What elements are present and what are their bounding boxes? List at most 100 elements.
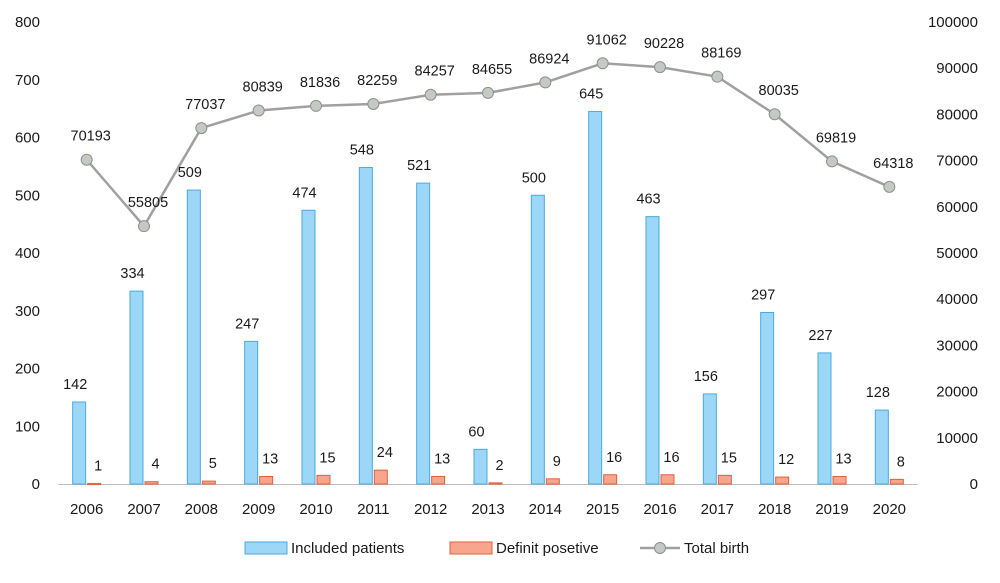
data-label-total-birth: 70193 [71,129,111,145]
data-label-definit-posetive: 24 [377,445,393,461]
data-label-definit-posetive: 9 [553,454,561,470]
bar-included-patients [416,182,431,485]
point-total-birth [654,61,666,74]
data-label-included-patients: 521 [407,158,431,174]
y-right-tick-label: 100000 [928,14,978,31]
point-total-birth [252,104,265,117]
bar-definit-posetive [717,474,732,485]
bar-definit-posetive [545,478,560,485]
bar-definit-posetive [259,475,274,485]
data-label-included-patients: 645 [579,87,603,103]
data-label-definit-posetive: 1 [94,458,102,474]
y-left-tick-label: 400 [15,245,40,262]
bar-included-patients [473,448,488,485]
y-right-tick-label: 70000 [936,153,978,170]
bar-definit-posetive [832,475,847,485]
point-total-birth [826,155,838,168]
x-tick-label: 2011 [357,501,389,518]
bar-definit-posetive [316,474,331,485]
point-total-birth [80,153,93,166]
labels-layer: 1423345092474745485216050064546315629722… [63,32,913,474]
data-label-total-birth: 86924 [529,51,569,67]
bar-included-patients [874,409,889,485]
bar-included-patients [530,194,545,485]
bar-included-patients [301,209,316,485]
y-right-tick-label: 10000 [936,430,978,447]
point-total-birth [711,70,724,83]
data-label-definit-posetive: 5 [209,456,217,472]
y-left-tick-label: 0 [32,476,40,493]
point-total-birth [883,180,896,193]
data-label-included-patients: 297 [751,287,775,303]
data-label-definit-posetive: 13 [434,451,450,467]
x-tick-label: 2020 [873,501,906,518]
data-label-definit-posetive: 13 [835,451,851,467]
y-right-tick-label: 20000 [936,384,978,401]
data-label-total-birth: 81836 [300,75,340,91]
data-label-included-patients: 247 [235,316,259,332]
data-label-definit-posetive: 2 [495,458,503,474]
bar-included-patients [702,393,717,485]
x-tick-label: 2006 [70,501,103,518]
point-total-birth [195,122,208,135]
data-label-included-patients: 474 [292,185,316,201]
point-total-birth [596,57,609,70]
data-label-definit-posetive: 8 [897,454,905,470]
y-right-tick-label: 0 [970,476,978,493]
data-label-total-birth: 84257 [415,64,455,80]
y-right-tick-label: 30000 [936,337,978,354]
y-right-tick-label: 60000 [936,199,978,216]
data-label-definit-posetive: 16 [606,450,622,466]
x-tick-label: 2017 [701,501,734,518]
x-tick-label: 2014 [529,501,562,518]
bar-definit-posetive [144,481,159,485]
bar-definit-posetive [373,469,388,485]
data-label-included-patients: 548 [350,143,374,159]
x-tick-label: 2010 [299,501,332,518]
bars-layer [72,111,904,486]
bar-included-patients [358,167,373,485]
y-left-tick-label: 500 [15,187,40,204]
axes-layer: 0 100 200 300 400 500 600 700 800 0 10000 20000 3000… [15,14,978,518]
data-label-included-patients: 334 [120,266,144,282]
x-tick-label: 2012 [414,501,447,518]
point-total-birth [310,99,322,112]
bar-definit-posetive [775,476,790,485]
y-right-tick-label: 50000 [936,245,978,262]
point-total-birth [539,76,552,89]
point-total-birth [482,86,494,99]
data-label-definit-posetive: 15 [721,450,737,466]
bar-included-patients [244,340,259,485]
y-left-tick-label: 200 [15,361,40,378]
x-tick-label: 2007 [127,501,160,518]
data-label-included-patients: 227 [808,328,832,344]
legend-label-definit-posetive: Definit posetive [496,540,599,557]
data-label-total-birth: 88169 [701,46,741,62]
y-right-tick-label: 90000 [936,60,978,77]
y-right-tick-label: 40000 [936,291,978,308]
x-tick-label: 2016 [643,501,676,518]
data-label-total-birth: 91062 [587,32,627,48]
bar-included-patients [186,189,201,485]
x-tick-label: 2008 [185,501,218,518]
data-label-definit-posetive: 12 [778,452,794,468]
y-left-tick-label: 100 [15,418,40,435]
data-label-total-birth: 80035 [759,83,799,99]
bar-included-patients [588,111,603,485]
data-label-definit-posetive: 4 [151,457,159,473]
y-left-tick-label: 300 [15,303,40,320]
legend-label-total-birth: Total birth [684,540,749,557]
bar-definit-posetive [431,475,446,485]
data-label-total-birth: 64318 [873,156,913,172]
bar-included-patients [129,290,144,485]
data-label-included-patients: 60 [468,424,484,440]
data-label-included-patients: 463 [636,192,660,208]
data-label-included-patients: 128 [866,385,890,401]
x-tick-label: 2015 [586,501,619,518]
bar-definit-posetive [488,482,503,485]
data-label-included-patients: 142 [63,377,87,393]
x-tick-label: 2013 [471,501,504,518]
data-label-definit-posetive: 13 [262,451,278,467]
